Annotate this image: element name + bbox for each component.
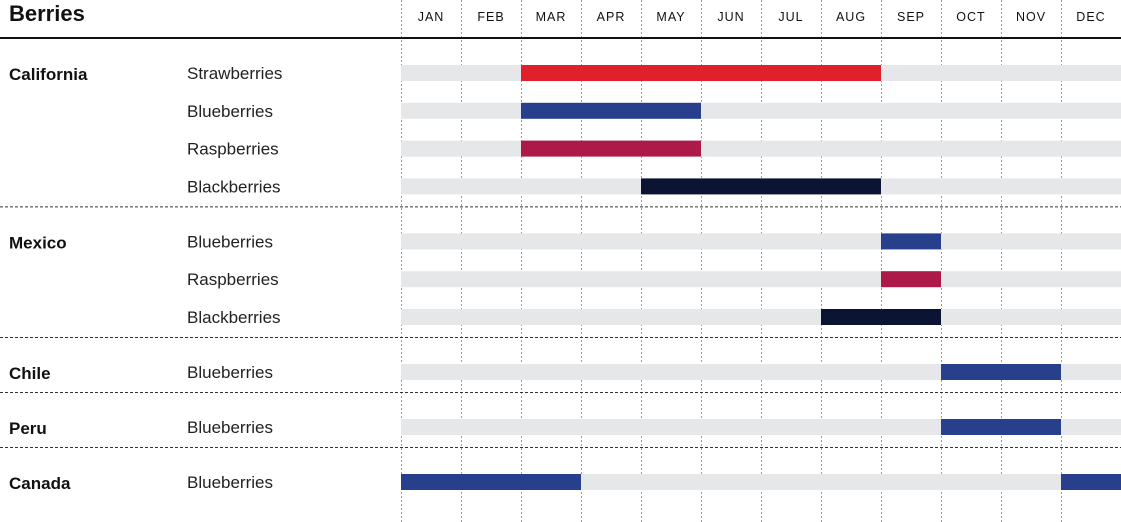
month-label-oct: OCT — [956, 10, 985, 24]
season-bar-canada-blueberries — [1061, 474, 1121, 490]
season-bar-california-blackberries — [641, 178, 881, 195]
chart-title: Berries — [9, 1, 85, 26]
region-label-mexico: Mexico — [9, 233, 67, 252]
berry-label: Blueberries — [187, 363, 273, 382]
season-bar-peru-blueberries — [941, 419, 1061, 435]
month-label-jan: JAN — [418, 10, 445, 24]
season-bar-canada-blueberries — [401, 474, 581, 490]
month-label-jun: JUN — [717, 10, 744, 24]
month-label-nov: NOV — [1016, 10, 1046, 24]
season-bar-mexico-blackberries — [821, 309, 941, 325]
berry-label: Blueberries — [187, 418, 273, 437]
berry-label: Blueberries — [187, 473, 273, 492]
row-labels: California Strawberries Blueberries Raspber… — [9, 64, 282, 493]
season-track — [401, 102, 1121, 119]
season-track — [401, 140, 1121, 157]
region-label-peru: Peru — [9, 419, 47, 438]
season-bars — [401, 65, 1121, 490]
season-bar-chile-blueberries — [941, 364, 1061, 380]
region-separators — [0, 37, 1121, 448]
month-label-dec: DEC — [1076, 10, 1105, 24]
berry-label: Blueberries — [187, 102, 273, 121]
season-bar-california-strawberries — [521, 65, 881, 81]
season-bar-california-raspberries — [521, 140, 701, 157]
berry-label: Raspberries — [187, 270, 279, 289]
region-label-california: California — [9, 65, 88, 84]
month-label-may: MAY — [656, 10, 685, 24]
season-bar-mexico-raspberries — [881, 271, 941, 288]
month-gridlines — [401, 0, 1062, 522]
month-header: JAN FEB MAR APR MAY JUN JUL AUG SEP OCT NOV DEC — [418, 10, 1105, 24]
season-bar-mexico-blueberries — [881, 233, 941, 250]
month-label-aug: AUG — [836, 10, 866, 24]
season-track — [401, 309, 1121, 325]
month-label-mar: MAR — [536, 10, 567, 24]
month-label-sep: SEP — [897, 10, 925, 24]
berry-label: Raspberries — [187, 140, 279, 159]
region-label-chile: Chile — [9, 364, 51, 383]
season-track — [401, 271, 1121, 288]
region-label-canada: Canada — [9, 474, 71, 493]
berry-label: Strawberries — [187, 64, 282, 83]
berry-label: Blackberries — [187, 308, 281, 327]
month-label-jul: JUL — [778, 10, 803, 24]
berry-label: Blackberries — [187, 177, 281, 196]
season-track — [401, 233, 1121, 250]
month-label-apr: APR — [597, 10, 626, 24]
month-label-feb: FEB — [477, 10, 504, 24]
season-bar-california-blueberries — [521, 102, 701, 119]
berry-label: Blueberries — [187, 232, 273, 251]
